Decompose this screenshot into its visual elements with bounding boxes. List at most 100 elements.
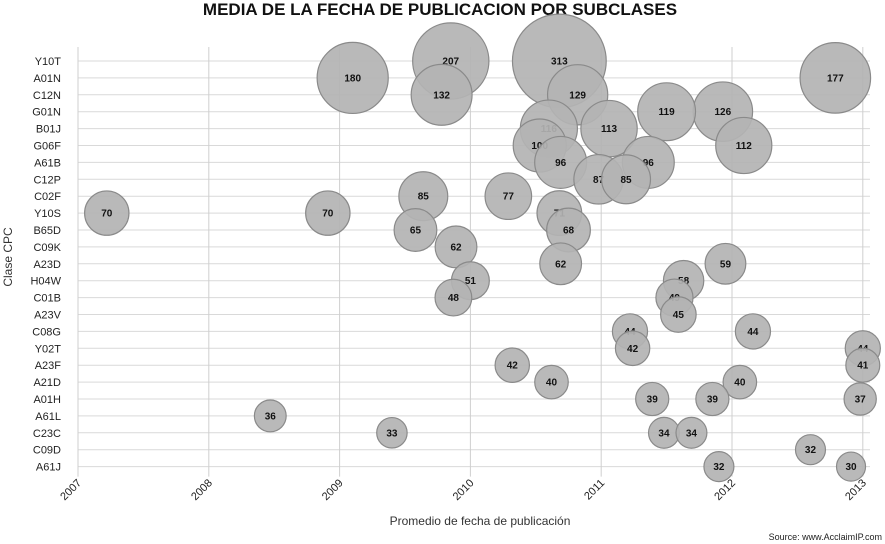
- bubble-circle: [835, 451, 867, 482]
- y-tick-label: C23C: [33, 428, 61, 440]
- bubble-value-label: 39: [707, 395, 719, 406]
- y-tick-label: A61B: [34, 157, 61, 169]
- bubble-value-label: 37: [855, 395, 867, 406]
- bubble-a23d: 62: [539, 242, 583, 286]
- x-tick-label: 2011: [582, 477, 607, 502]
- bubble-c01b: 48: [434, 278, 473, 317]
- bubbles: 3132071801771321291261191161131121009696…: [84, 13, 881, 483]
- bubble-circle: [799, 42, 872, 114]
- bubble-c02f: 77: [484, 172, 533, 221]
- bubble-a61j: 32: [703, 451, 735, 483]
- bubble-circle: [734, 313, 772, 350]
- bubble-b01j: 113: [580, 99, 638, 158]
- source-note: Source: www.AcclaimIP.com: [769, 532, 882, 542]
- bubble-value-label: 41: [857, 361, 869, 372]
- chart-title: MEDIA DE LA FECHA DE PUBLICACION POR SUB…: [203, 0, 677, 19]
- bubble-value-label: 51: [465, 276, 477, 287]
- bubble-a21d: 40: [534, 364, 569, 400]
- bubble-value-label: 42: [507, 361, 519, 372]
- bubble-value-label: 32: [805, 445, 817, 456]
- bubble-value-label: 40: [546, 378, 558, 389]
- bubble-value-label: 30: [845, 462, 857, 473]
- bubble-circle: [539, 242, 583, 286]
- bubble-a01h: 39: [695, 381, 730, 417]
- bubble-circle: [534, 364, 569, 400]
- x-axis-label: Promedio de fecha de publicación: [390, 514, 571, 528]
- y-tick-label: A61L: [35, 411, 61, 423]
- bubble-value-label: 119: [659, 107, 676, 118]
- bubble-value-label: 112: [736, 141, 753, 152]
- bubble-a61j: 30: [835, 451, 867, 482]
- y-tick-label: A61J: [36, 462, 61, 474]
- y-tick-label: Y10S: [34, 208, 61, 220]
- y-axis-ticks: Y10T A01N C12N G01N B01J G06F A61B C12P C02F Y10S…: [30, 56, 61, 474]
- bubble-b65d: 68: [546, 207, 591, 253]
- bubble-value-label: 77: [503, 192, 515, 203]
- bubble-b65d: 65: [393, 208, 438, 252]
- bubble-value-label: 40: [734, 378, 746, 389]
- bubble-c09k: 62: [434, 225, 478, 269]
- y-tick-label: B01J: [36, 124, 61, 136]
- bubble-circle: [84, 190, 130, 236]
- bubble-value-label: 34: [658, 428, 670, 439]
- bubble-circle: [675, 416, 708, 449]
- bubble-circle: [722, 364, 758, 400]
- bubble-value-label: 129: [569, 90, 586, 101]
- y-axis-label: Clase CPC: [1, 227, 15, 287]
- bubble-value-label: 32: [713, 462, 725, 473]
- bubble-value-label: 33: [386, 428, 398, 439]
- bubble-value-label: 59: [720, 259, 732, 270]
- bubble-value-label: 85: [620, 175, 632, 186]
- bubble-a21d: 40: [722, 364, 758, 400]
- bubble-circle: [376, 416, 408, 449]
- y-tick-label: G01N: [32, 107, 61, 119]
- bubble-a01n: 180: [316, 41, 389, 115]
- bubble-value-label: 62: [450, 242, 462, 253]
- bubble-value-label: 87: [593, 175, 605, 186]
- y-tick-label: A23F: [35, 360, 62, 372]
- bubble-circle: [601, 154, 652, 205]
- bubble-value-label: 42: [627, 344, 639, 355]
- bubble-g01n: 119: [637, 82, 697, 142]
- bubble-circle: [410, 63, 473, 126]
- x-tick-label: 2009: [320, 477, 346, 503]
- bubble-value-label: 177: [827, 73, 844, 84]
- bubble-circle: [703, 451, 735, 483]
- bubble-value-label: 34: [686, 428, 698, 439]
- x-tick-label: 2007: [58, 477, 84, 503]
- bubble-value-label: 44: [747, 327, 759, 338]
- y-tick-label: C08G: [32, 326, 61, 338]
- y-tick-label: C09K: [33, 242, 61, 254]
- bubble-c12n: 132: [410, 63, 473, 126]
- y-tick-label: C12N: [33, 90, 61, 102]
- bubble-value-label: 85: [418, 192, 430, 203]
- bubble-c23c: 34: [647, 416, 681, 449]
- bubble-value-label: 39: [647, 395, 659, 406]
- y-tick-label: A23D: [33, 259, 61, 271]
- y-tick-label: C02F: [34, 191, 61, 203]
- y-tick-label: C01B: [33, 293, 61, 305]
- bubble-y10s: 70: [305, 190, 351, 236]
- bubble-circle: [845, 347, 881, 383]
- y-tick-label: A21D: [33, 377, 61, 389]
- bubble-circle: [434, 278, 473, 317]
- bubble-circle: [635, 381, 670, 417]
- x-tick-label: 2008: [189, 477, 215, 503]
- bubble-a61l: 36: [253, 399, 287, 433]
- bubble-value-label: 62: [555, 259, 567, 270]
- bubble-value-label: 132: [433, 90, 450, 101]
- y-tick-label: B65D: [33, 225, 61, 237]
- bubble-a01h: 39: [635, 381, 670, 417]
- bubble-circle: [704, 242, 747, 285]
- bubble-value-label: 126: [715, 107, 732, 118]
- bubble-g06f: 112: [715, 116, 773, 175]
- bubble-c08g: 44: [734, 313, 772, 350]
- y-tick-label: Y10T: [35, 56, 62, 68]
- y-tick-label: H04W: [30, 276, 61, 288]
- bubble-value-label: 65: [410, 226, 422, 237]
- bubble-value-label: 313: [551, 57, 568, 68]
- bubble-circle: [843, 382, 877, 416]
- bubble-circle: [253, 399, 287, 433]
- bubble-circle: [715, 116, 773, 175]
